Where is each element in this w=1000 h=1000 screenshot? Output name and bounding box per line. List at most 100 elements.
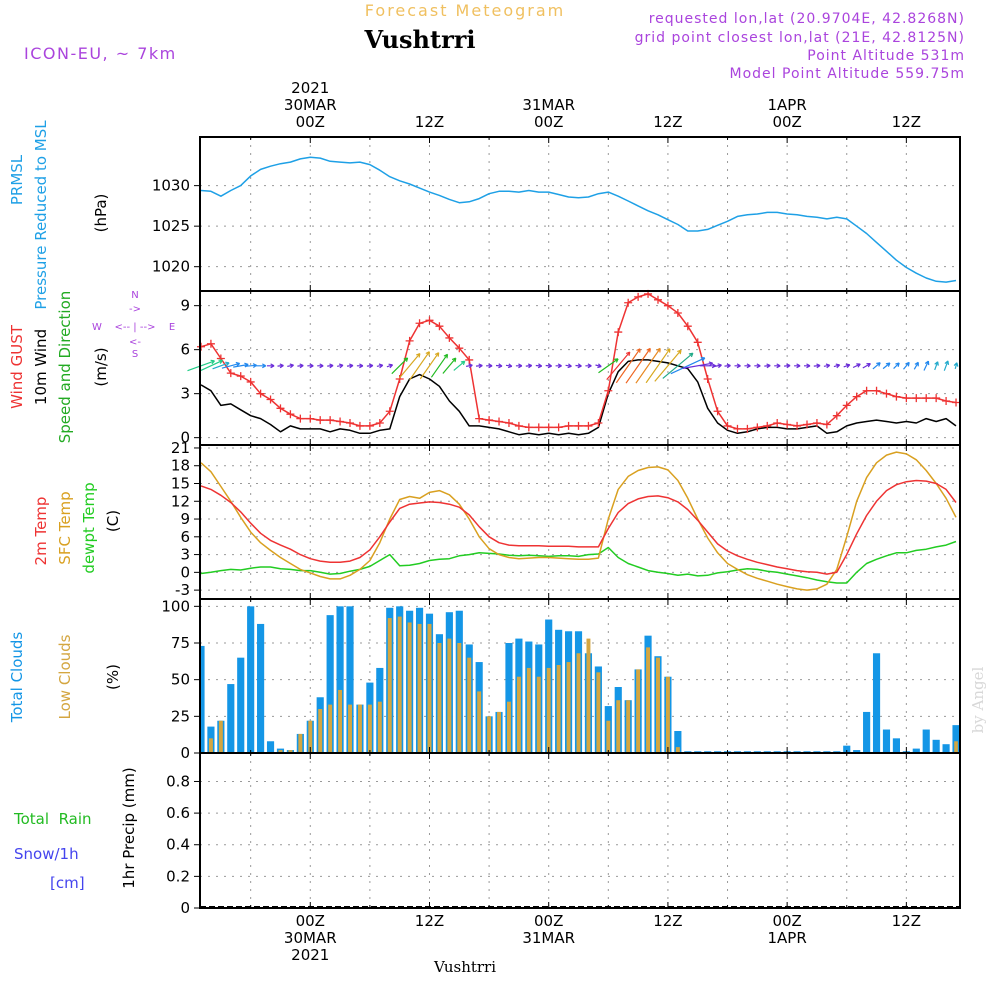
compass-e: E bbox=[169, 322, 175, 333]
gust-marker bbox=[713, 407, 722, 416]
total-cloud-bar bbox=[346, 606, 354, 753]
wind-direction-arrow bbox=[317, 363, 324, 369]
wind-direction-arrow bbox=[645, 348, 671, 384]
gust-marker bbox=[663, 301, 672, 310]
gust-marker bbox=[564, 421, 573, 430]
axis-layer: 1020102510300369-30369121518210255075100… bbox=[152, 79, 961, 964]
gust-marker bbox=[634, 292, 643, 301]
wind-direction-arrow bbox=[862, 363, 871, 369]
sfc-temp-line bbox=[200, 451, 957, 591]
gust-marker bbox=[932, 394, 941, 403]
bottom-time-label: 2021 bbox=[291, 946, 329, 964]
low-cloud-bar bbox=[507, 701, 511, 753]
gust-marker bbox=[743, 424, 752, 433]
pressure-line bbox=[200, 156, 957, 283]
gust-marker bbox=[803, 420, 812, 429]
y-tick-label: 9 bbox=[180, 297, 190, 315]
wind-direction-arrow bbox=[575, 363, 582, 369]
t2m-line bbox=[200, 479, 957, 575]
low-cloud-bar bbox=[606, 720, 611, 753]
wind-direction-arrow bbox=[336, 363, 344, 369]
gust-marker bbox=[673, 309, 682, 317]
low-cloud-bar bbox=[566, 662, 571, 753]
top-time-label: 1APR bbox=[767, 96, 806, 114]
wind-direction-arrow bbox=[635, 347, 661, 384]
gust-marker bbox=[206, 339, 215, 348]
low-cloud-bar bbox=[278, 750, 283, 753]
low-cloud-bar bbox=[616, 700, 621, 753]
panel-frame bbox=[199, 136, 961, 292]
wind-direction-arrow bbox=[419, 352, 440, 380]
y-tick-label: 0.4 bbox=[166, 836, 190, 854]
wind-direction-arrow bbox=[515, 363, 523, 369]
wind-direction-arrow bbox=[606, 351, 631, 380]
wind-direction-arrow bbox=[475, 363, 483, 369]
gust-marker bbox=[485, 416, 494, 425]
y-tick-label: -3 bbox=[175, 581, 190, 599]
wind-direction-arrow bbox=[764, 363, 771, 369]
low-cloud-bar bbox=[357, 704, 362, 753]
low-cloud-bar bbox=[417, 623, 422, 753]
compass-w: W bbox=[92, 322, 102, 333]
gust-marker bbox=[882, 389, 891, 398]
wind-direction-arrow bbox=[486, 363, 493, 369]
y-tick-label: 0.8 bbox=[166, 772, 190, 790]
dewpt-label: dewpt Temp bbox=[80, 482, 98, 573]
total-cloud-bar bbox=[863, 711, 871, 753]
grid-layer bbox=[200, 137, 960, 909]
wind-direction-arrow bbox=[598, 358, 619, 374]
wind-direction-arrow bbox=[682, 361, 714, 369]
closest-coords: grid point closest lon,lat (21E, 42.8125… bbox=[635, 30, 965, 46]
top-time-label: 30MAR bbox=[284, 96, 337, 114]
pressure-labels: PRMSL Pressure Reduced to MSL (hPa) bbox=[8, 120, 110, 310]
wind-direction-arrow bbox=[625, 347, 651, 384]
wind-direction-arrow bbox=[724, 363, 731, 369]
gust-marker bbox=[236, 372, 245, 381]
low-cloud-bar bbox=[626, 700, 631, 753]
compass-arrow-up: -> bbox=[129, 304, 141, 315]
total-cloud-bar bbox=[882, 729, 891, 753]
bottom-time-label: 12Z bbox=[892, 912, 921, 930]
wind-direction-arrow bbox=[212, 361, 230, 370]
wind-direction-arrow bbox=[277, 363, 284, 369]
gust-marker bbox=[574, 421, 583, 430]
footer-station: Vushtrri bbox=[433, 958, 496, 976]
total-cloud-bar bbox=[257, 623, 265, 753]
total-cloud-bar bbox=[872, 653, 881, 753]
wind-direction-arrow bbox=[430, 353, 449, 378]
wind-direction-arrow bbox=[287, 363, 294, 369]
y-tick-label: 3 bbox=[180, 546, 190, 564]
wind-direction-arrow bbox=[495, 363, 503, 369]
gust-marker bbox=[266, 395, 275, 404]
y-tick-label: 0.6 bbox=[166, 804, 190, 822]
low-cloud-bar bbox=[457, 643, 462, 753]
low-cloud-bar bbox=[338, 689, 343, 753]
total-cloud-bar bbox=[922, 729, 930, 753]
credit-watermark: by Angel bbox=[969, 666, 987, 733]
snow-label: Snow/1h bbox=[14, 845, 79, 863]
wind-direction-arrow bbox=[784, 363, 791, 369]
gust-marker bbox=[296, 414, 305, 423]
wind-direction-arrow bbox=[615, 348, 641, 384]
wind-direction-arrow bbox=[923, 360, 930, 371]
wind-labels: Wind GUST 10m Wind Speed and Direction (… bbox=[8, 290, 175, 443]
gust-marker bbox=[504, 419, 513, 427]
wind-direction-arrow bbox=[670, 357, 706, 375]
panel-frame bbox=[199, 290, 961, 446]
wind-direction-arrow bbox=[565, 363, 572, 369]
wind-direction-arrow bbox=[903, 361, 910, 370]
gust-line bbox=[200, 293, 957, 430]
gust-marker bbox=[365, 421, 374, 430]
wind-direction-arrow bbox=[774, 363, 781, 369]
gust-marker bbox=[306, 414, 315, 423]
wind-unit: (m/s) bbox=[92, 347, 110, 386]
gust-marker bbox=[812, 419, 821, 427]
low-cloud-bar bbox=[298, 733, 303, 753]
gust-marker bbox=[892, 392, 901, 401]
compass-arrow-down: <- bbox=[129, 337, 141, 348]
top-time-label: 2021 bbox=[291, 79, 329, 97]
gust-marker bbox=[693, 338, 702, 347]
gust-marker bbox=[326, 416, 335, 425]
cloud-labels: Total Clouds Low Clouds (%) bbox=[8, 632, 122, 724]
y-tick-label: 0.2 bbox=[166, 867, 190, 885]
